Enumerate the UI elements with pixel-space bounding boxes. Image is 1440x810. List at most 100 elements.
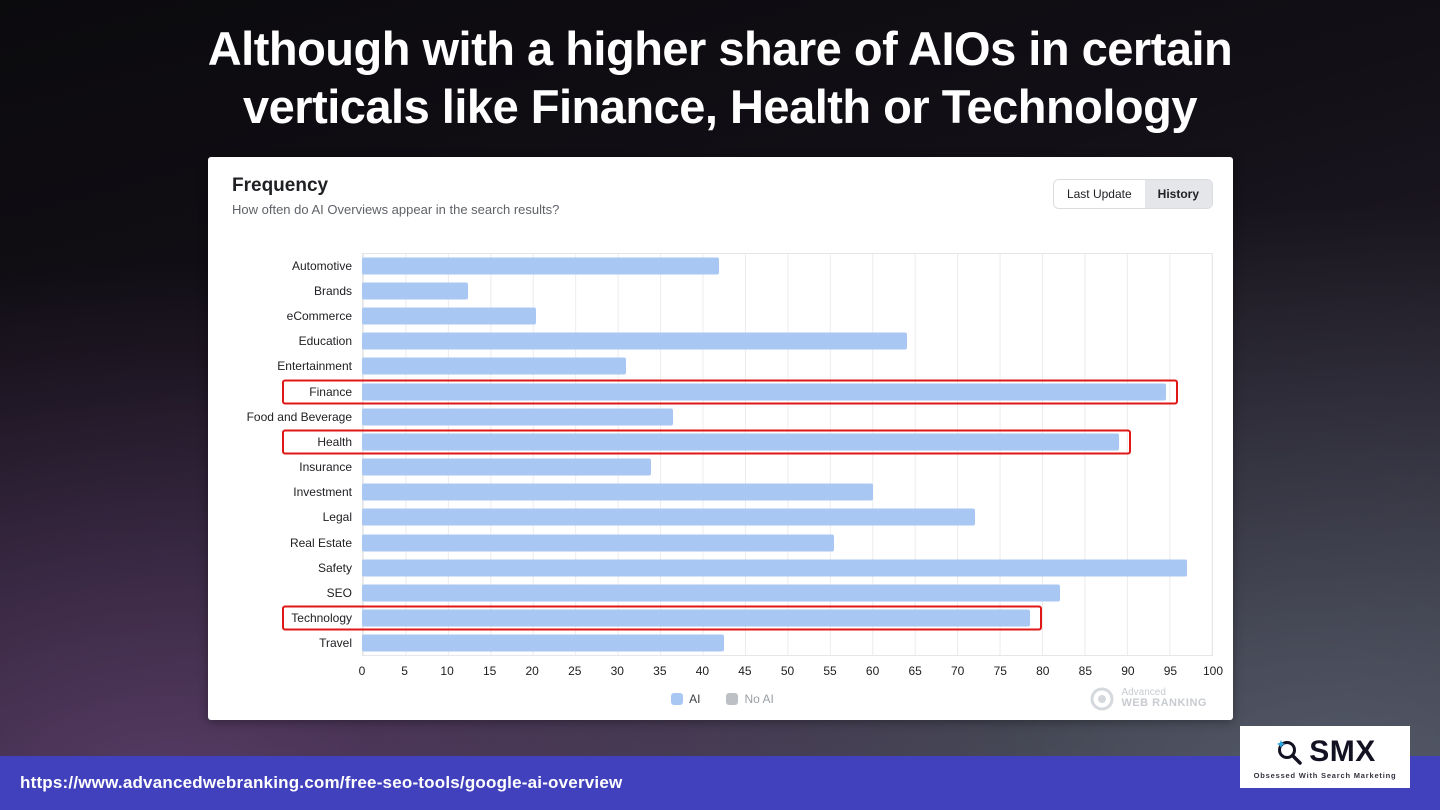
chart-row-entertainment: Entertainment — [232, 354, 1213, 379]
category-label: Travel — [319, 636, 352, 651]
x-tick-label: 65 — [908, 664, 922, 678]
category-label: Finance — [309, 384, 352, 399]
chart-row-health: Health — [232, 429, 1213, 455]
bar — [362, 332, 907, 350]
category-label: Technology — [291, 611, 352, 626]
smx-tagline: Obsessed With Search Marketing — [1253, 770, 1397, 780]
category-label: Investment — [293, 485, 352, 500]
bar — [362, 634, 724, 652]
bar — [362, 584, 1060, 602]
chart-row-real-estate: Real Estate — [232, 530, 1213, 555]
x-tick-label: 50 — [780, 664, 795, 678]
x-tick-label: 0 — [358, 664, 366, 678]
bar-track — [362, 631, 1213, 656]
footer-bar: https://www.advancedwebranking.com/free-… — [0, 756, 1440, 810]
x-tick-label: 60 — [865, 664, 880, 678]
category-label: Insurance — [299, 460, 352, 475]
chart-row-safety: Safety — [232, 555, 1213, 580]
x-tick-label: 25 — [568, 664, 582, 678]
category-label: Legal — [322, 510, 352, 525]
bar-track — [362, 329, 1213, 354]
legend-swatch — [671, 693, 684, 705]
chart-row-food-and-beverage: Food and Beverage — [232, 404, 1213, 429]
chart-legend: AI No AI — [232, 692, 1213, 706]
chart-row-investment: Investment — [232, 480, 1213, 505]
chart-row-education: Education — [232, 329, 1213, 354]
x-tick-label: 85 — [1078, 664, 1093, 678]
slide-title-line1: Although with a higher share of AIOs in … — [207, 22, 1233, 75]
category-label: Real Estate — [289, 535, 352, 550]
category-label: Brands — [313, 283, 352, 298]
bar-track — [282, 605, 1213, 631]
bar — [362, 609, 1031, 627]
x-tick-label: 90 — [1121, 664, 1135, 678]
chart-row-automotive: Automotive — [232, 253, 1213, 278]
legend-item-no-ai: No AI — [726, 692, 774, 706]
bar — [362, 357, 626, 375]
category-label: Food and Beverage — [246, 409, 352, 424]
chart-row-legal: Legal — [232, 505, 1213, 530]
x-tick-label: 55 — [823, 664, 837, 678]
last-update-button[interactable]: Last Update — [1053, 180, 1145, 208]
x-tick-label: 45 — [738, 664, 752, 678]
x-tick-label: 40 — [695, 664, 710, 678]
bar-chart: Automotive Brands eCommerce Education Entert… — [232, 253, 1223, 706]
bar-track — [362, 278, 1213, 303]
bar — [362, 534, 835, 552]
card-title: Frequency — [232, 175, 329, 196]
watermark-line1: Advanced — [1121, 686, 1166, 698]
legend-item-ai: AI — [671, 692, 700, 706]
card-subtitle: How often do AI Overviews appear in the … — [232, 202, 560, 217]
bar-track — [282, 429, 1213, 455]
smx-logo: SMX Obsessed With Search Marketing — [1240, 726, 1410, 788]
bar — [362, 508, 975, 526]
x-tick-label: 75 — [993, 664, 1007, 678]
chart-row-travel: Travel — [232, 631, 1213, 656]
slide-title: Although with a higher share of AIOs in … — [0, 20, 1440, 136]
magnifier-icon — [1277, 739, 1302, 765]
chart-row-seo: SEO — [232, 580, 1213, 605]
bar-track — [362, 580, 1213, 605]
legend-swatch — [726, 693, 739, 705]
footer-url[interactable]: https://www.advancedwebranking.com/free-… — [20, 773, 623, 792]
x-tick-label: 70 — [951, 664, 965, 678]
x-tick-label: 20 — [525, 664, 539, 678]
bar — [362, 282, 469, 300]
chart-row-ecommerce: eCommerce — [232, 303, 1213, 328]
bar — [362, 559, 1188, 577]
x-axis: 0 5 10 15 20 25 30 35 40 45 50 55 60 65 70 75 80 85 90 95 10… — [358, 664, 1223, 680]
bar — [362, 433, 1120, 451]
bar-track — [362, 530, 1213, 555]
history-button[interactable]: History — [1144, 180, 1212, 208]
category-label: Safety — [317, 560, 352, 575]
frequency-card: Frequency How often do AI Overviews appe… — [208, 157, 1233, 720]
view-toggle: Last Update History — [1052, 179, 1213, 209]
bar-track — [362, 455, 1213, 480]
bar — [362, 458, 652, 476]
category-label: Education — [298, 334, 352, 349]
slide-title-line2: verticals like Finance, Health or Techno… — [243, 80, 1197, 133]
bar-track — [362, 354, 1213, 379]
bar-track — [362, 505, 1213, 530]
x-tick-label: 80 — [1036, 664, 1050, 678]
bar-track — [362, 253, 1213, 278]
bar-track — [362, 555, 1213, 580]
chart-row-finance: Finance — [232, 379, 1213, 405]
x-tick-label: 95 — [1163, 664, 1178, 678]
chart-row-insurance: Insurance — [232, 455, 1213, 480]
x-tick-label: 15 — [482, 664, 497, 678]
bar — [362, 483, 873, 501]
category-label: eCommerce — [286, 308, 352, 323]
bar-track — [282, 379, 1213, 405]
x-tick-label: 5 — [401, 664, 408, 678]
smx-name: SMX — [1309, 734, 1376, 768]
category-label: SEO — [326, 586, 352, 601]
bar-track — [362, 303, 1213, 328]
chart-row-brands: Brands — [232, 278, 1213, 303]
x-tick-label: 100 — [1202, 664, 1224, 678]
category-label: Entertainment — [277, 359, 352, 374]
watermark: Advanced WEB RANKING — [1089, 686, 1207, 712]
category-label: Health — [317, 434, 352, 449]
watermark-line2: WEB RANKING — [1121, 697, 1207, 710]
bar — [362, 257, 720, 275]
